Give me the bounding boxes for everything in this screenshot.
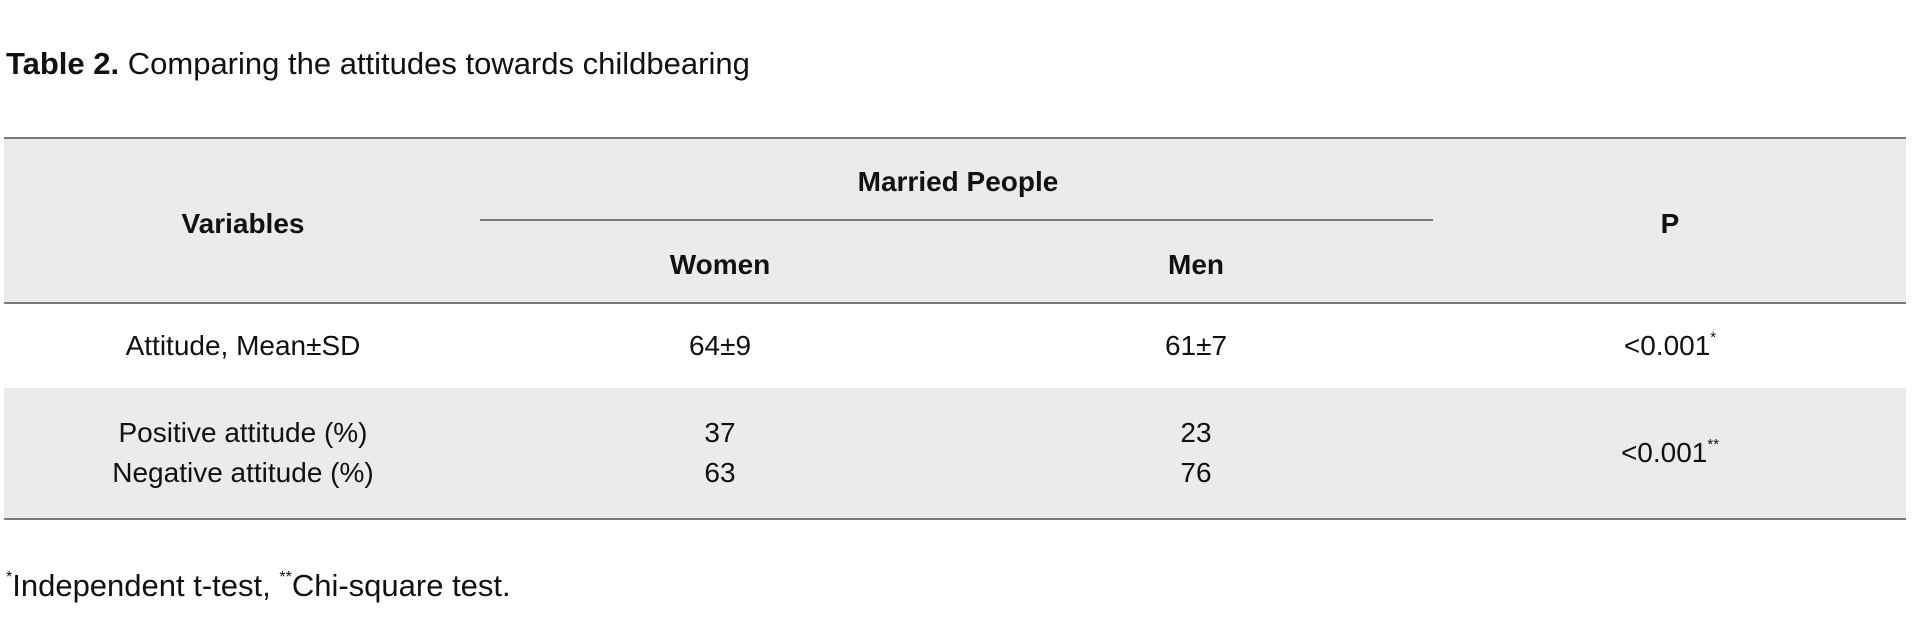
row-2-women-positive: 37 <box>704 417 736 448</box>
row-1-men: 61±7 <box>1164 330 1228 361</box>
header-variables: Variables <box>181 208 305 239</box>
footnote-mark-2: ** <box>279 569 292 586</box>
row-1-women: 64±9 <box>688 330 752 361</box>
data-table: Variables Married People Women Men P Att… <box>4 137 1906 520</box>
row-2-p-value: <0.001 <box>1620 437 1708 468</box>
row-2-men-negative: 76 <box>1180 457 1212 488</box>
footnote-mark-1: * <box>6 569 13 586</box>
table-caption: Table 2. Comparing the attitudes towards… <box>6 44 750 84</box>
header-married-people: Married People <box>857 166 1059 197</box>
header-men: Men <box>1168 249 1224 280</box>
row-2-women-negative: 63 <box>704 457 736 488</box>
row-1-p-value: <0.001 <box>1623 330 1711 361</box>
row-2-p-mark: ** <box>1707 436 1720 453</box>
table-footnote: *Independent t-test, **Chi-square test. <box>6 566 511 606</box>
row-1-variable: Attitude, Mean±SD <box>125 330 361 361</box>
row-2-variable-negative: Negative attitude (%) <box>112 457 374 488</box>
footnote-text-2: Chi-square test. <box>291 568 511 603</box>
row-2-men-positive: 23 <box>1180 417 1212 448</box>
header-bottom-rule <box>4 302 1906 304</box>
row-2-variable-positive: Positive attitude (%) <box>118 417 368 448</box>
row-2-background <box>4 388 1906 518</box>
row-1-p: <0.001* <box>1434 326 1906 366</box>
row-1-p-mark: * <box>1710 329 1717 346</box>
top-rule <box>4 137 1906 139</box>
group-underline <box>480 219 1433 221</box>
footnote-text-1: Independent t-test, <box>12 568 280 603</box>
caption-label: Table 2. <box>6 46 120 81</box>
row-2-p: <0.001** <box>1434 433 1906 473</box>
caption-text: Comparing the attitudes towards childbea… <box>119 46 750 81</box>
bottom-rule <box>4 518 1906 520</box>
header-women: Women <box>669 249 771 280</box>
header-p: P <box>1660 208 1680 239</box>
